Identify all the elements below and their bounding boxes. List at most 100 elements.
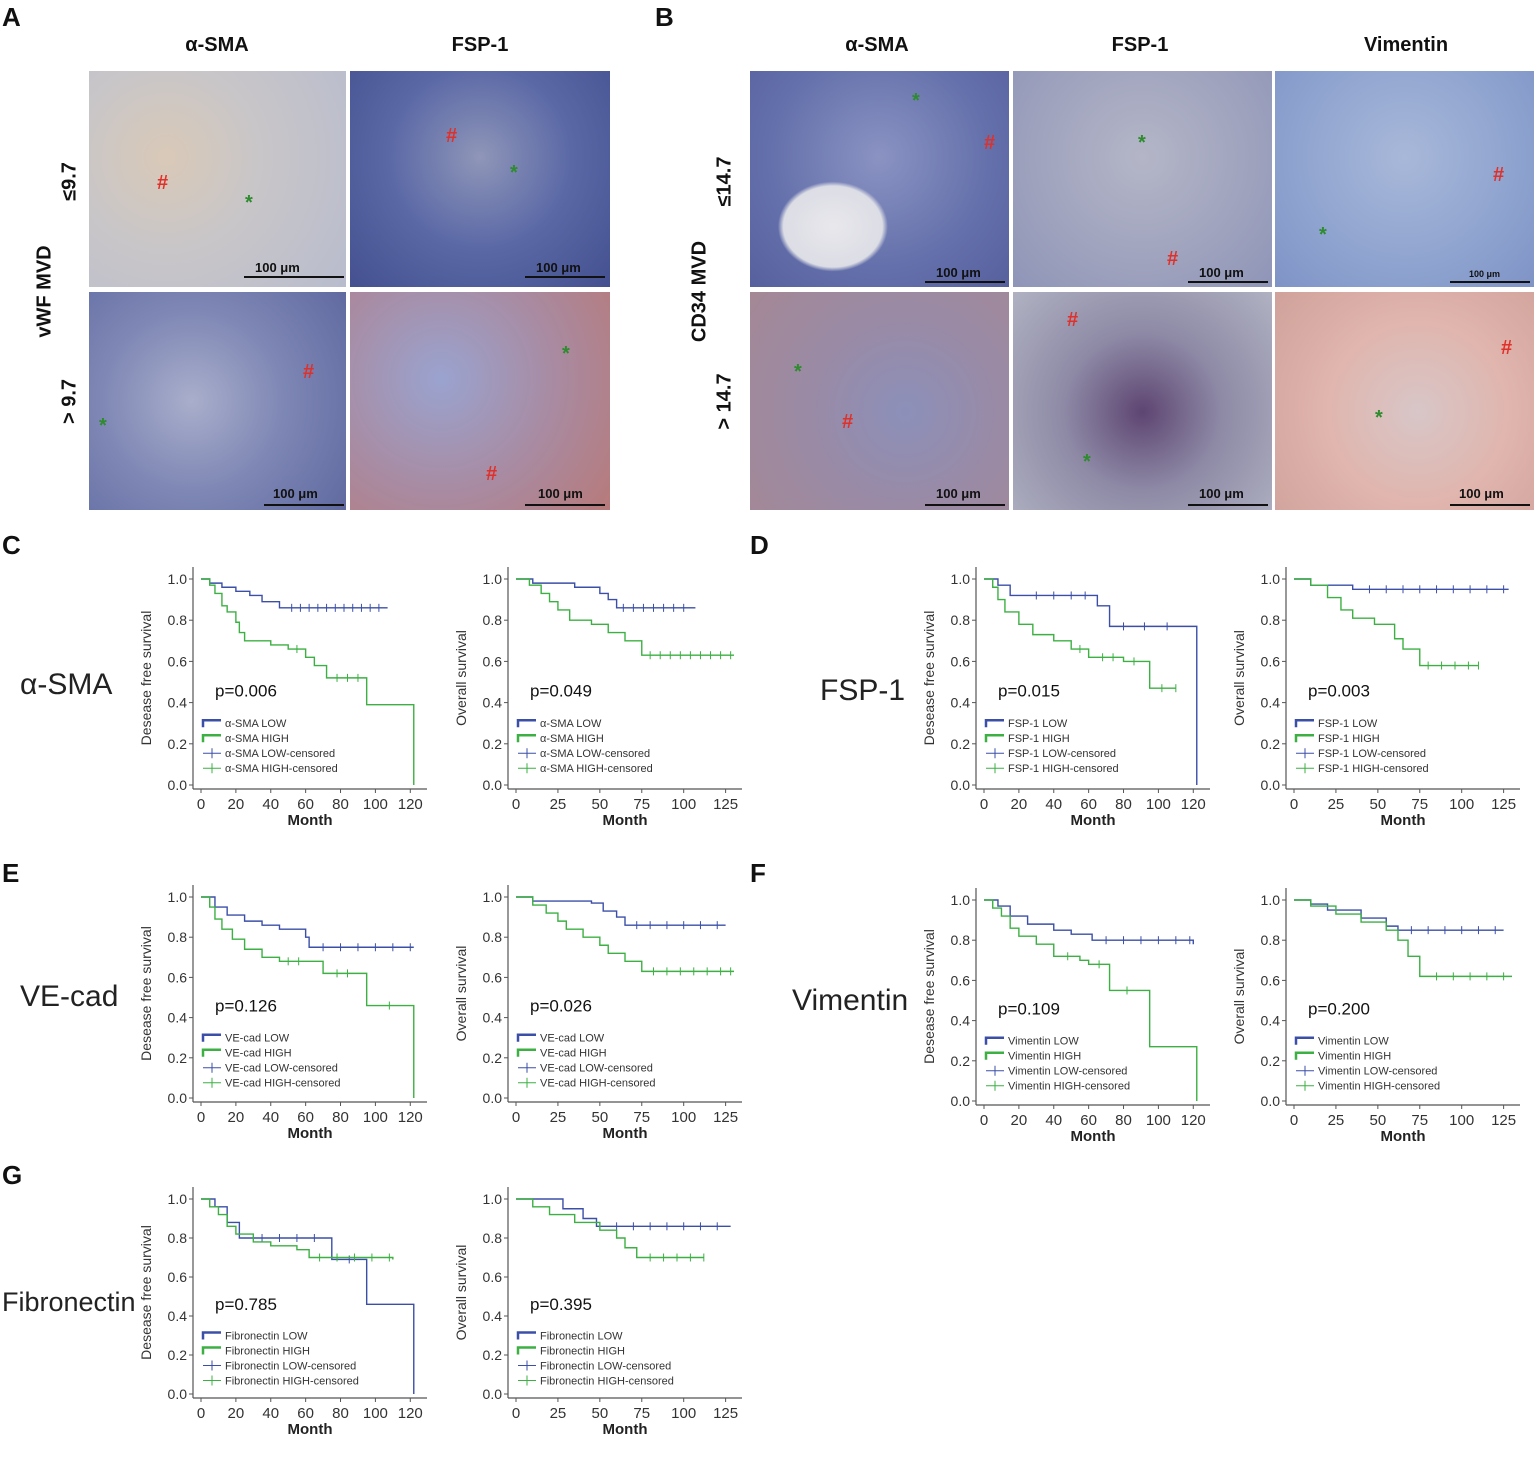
x-tick-label: 60 — [297, 1405, 314, 1422]
series-low-line — [1294, 578, 1509, 590]
x-tick-label: 0 — [1290, 1112, 1298, 1129]
x-tick-label: 100 — [671, 796, 696, 813]
scale-bar-label: 100 μm — [255, 260, 300, 275]
x-tick-label: 100 — [1146, 1112, 1171, 1129]
legend-entry: FSP-1 LOW — [1008, 718, 1068, 730]
legend-entry: α-SMA HIGH — [540, 733, 604, 745]
x-tick-label: 50 — [592, 1109, 609, 1126]
y-tick-label: 0.8 — [951, 612, 971, 628]
scale-bar-label: 100 μm — [273, 486, 318, 501]
series-high-line — [201, 896, 415, 1098]
legend-entry: α-SMA HIGH-censored — [540, 763, 653, 775]
stroma-star-marker: * — [510, 162, 518, 184]
stroma-star-marker: * — [1375, 407, 1383, 429]
legend-swatch — [1294, 733, 1314, 743]
vessel-hash-marker: # — [157, 172, 169, 194]
km-plot-svg: 0.0 0.2 0.4 0.6 0.8 1.0 0 20 40 60 80 100 120 Month De… — [138, 885, 427, 1142]
x-tick-label: 25 — [1328, 1112, 1345, 1129]
km-chart-vimentin-dfs: 0.0 0.2 0.4 0.6 0.8 1.0 0 20 40 60 80 100 120 Month De… — [918, 876, 1218, 1161]
panel-a-row-header-low: ≤9.7 — [58, 162, 81, 201]
marker-label-fibronectin: Fibronectin — [2, 1287, 136, 1317]
legend-swatch — [516, 1346, 536, 1355]
y-tick-label: 0.8 — [1261, 612, 1281, 628]
micrograph-b-vimentin-low: # * 100 μm — [1275, 71, 1534, 287]
x-tick-label: 75 — [1411, 1112, 1428, 1129]
x-axis-label: Month — [603, 1125, 648, 1142]
p-value-label: p=0.015 — [998, 681, 1060, 700]
marker-label-vecad: VE-cad — [20, 980, 119, 1013]
y-tick-label: 0.0 — [1261, 777, 1281, 793]
x-tick-label: 125 — [713, 1109, 738, 1126]
y-tick-label: 0.0 — [483, 777, 503, 793]
vessel-hash-marker: # — [446, 125, 458, 147]
y-tick-label: 0.8 — [951, 932, 971, 948]
x-tick-label: 120 — [398, 1405, 423, 1422]
y-tick-label: 0.2 — [483, 1347, 503, 1363]
panel-label-c: C — [2, 530, 21, 560]
y-axis-label: Overall survival — [453, 630, 469, 726]
x-tick-label: 0 — [197, 1109, 205, 1126]
y-tick-label: 0.6 — [1261, 972, 1281, 988]
y-axis-label: Overall survival — [1231, 630, 1247, 726]
legend-entry: VE-cad HIGH — [540, 1048, 607, 1060]
y-tick-label: 0.6 — [483, 653, 503, 669]
x-tick-label: 25 — [550, 796, 567, 813]
micrograph-b-asma-low: * # 100 μm — [750, 71, 1009, 287]
x-tick-label: 0 — [197, 796, 205, 813]
legend-entry: FSP-1 HIGH-censored — [1318, 763, 1429, 775]
x-tick-label: 120 — [398, 796, 423, 813]
y-axis-label: Overall survival — [453, 1245, 469, 1341]
scale-bar — [1450, 504, 1530, 506]
panel-b-row-header-low: ≤14.7 — [713, 156, 736, 207]
x-tick-label: 100 — [671, 1405, 696, 1422]
x-tick-label: 125 — [713, 796, 738, 813]
y-tick-label: 0.2 — [483, 1050, 503, 1066]
legend-swatch — [201, 1331, 221, 1340]
x-tick-label: 0 — [197, 1405, 205, 1422]
x-tick-label: 125 — [713, 1405, 738, 1422]
legend-entry: VE-cad LOW — [540, 1033, 605, 1045]
scale-bar — [525, 276, 605, 278]
x-tick-label: 0 — [512, 1109, 520, 1126]
series-high-line — [1294, 899, 1512, 978]
x-tick-label: 60 — [1080, 796, 1097, 813]
p-value-label: p=0.200 — [1308, 1000, 1370, 1019]
panel-b-col-header-vimentin: Vimentin — [1363, 34, 1449, 56]
panel-b-row-header-high: > 14.7 — [713, 373, 736, 430]
y-tick-label: 0.4 — [168, 695, 188, 711]
panel-b-row-group-label: CD34 MVD — [688, 240, 711, 343]
y-tick-label: 0.2 — [483, 736, 503, 752]
series-high-line — [516, 1198, 704, 1259]
legend-entry: Vimentin HIGH-censored — [1318, 1081, 1440, 1093]
vessel-hash-marker: # — [1067, 309, 1079, 331]
scale-bar-label: 100 μm — [538, 486, 583, 501]
y-tick-label: 0.0 — [168, 1090, 188, 1106]
legend-swatch — [201, 1033, 221, 1042]
x-tick-label: 25 — [1328, 796, 1345, 813]
y-tick-label: 0.4 — [168, 1010, 188, 1026]
y-tick-label: 0.0 — [1261, 1093, 1281, 1109]
series-low-line — [516, 578, 696, 609]
x-tick-label: 120 — [398, 1109, 423, 1126]
legend-entry: Vimentin LOW-censored — [1008, 1066, 1127, 1078]
legend-entry: Vimentin HIGH — [1318, 1051, 1391, 1063]
y-tick-label: 0.4 — [1261, 1013, 1281, 1029]
series-high-line — [516, 896, 734, 973]
stroma-star-marker: * — [1138, 132, 1146, 154]
panel-a-row-group-label: vWF MVD — [33, 245, 56, 338]
x-tick-label: 20 — [1011, 796, 1028, 813]
y-tick-label: 0.8 — [168, 929, 188, 945]
series-high-line — [1294, 578, 1479, 667]
x-tick-label: 0 — [980, 796, 988, 813]
stroma-star-marker: * — [99, 415, 107, 437]
y-tick-label: 1.0 — [483, 889, 503, 905]
x-axis-label: Month — [603, 1421, 648, 1438]
y-tick-label: 0.8 — [1261, 932, 1281, 948]
vessel-hash-marker: # — [486, 463, 498, 485]
x-tick-label: 0 — [1290, 796, 1298, 813]
y-tick-label: 0.4 — [168, 1308, 188, 1324]
km-chart-vimentin-os: 0.0 0.2 0.4 0.6 0.8 1.0 0 25 50 75 100 125 Month Over… — [1228, 876, 1528, 1161]
micrograph-b-fsp1-low: * # 100 μm — [1013, 71, 1272, 287]
scale-bar-label: 100 μm — [936, 265, 981, 280]
legend-swatch — [516, 733, 536, 743]
